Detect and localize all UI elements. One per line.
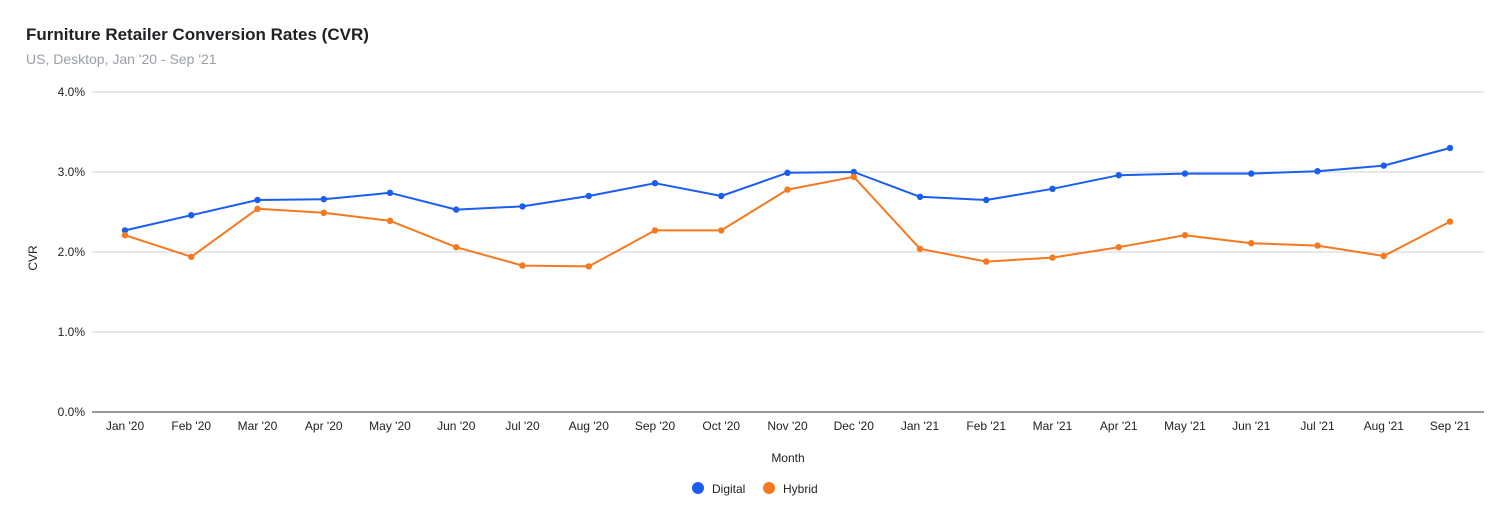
data-point-hybrid bbox=[916, 245, 924, 252]
gridlines bbox=[92, 91, 1484, 413]
x-tick-label: Feb '21 bbox=[966, 419, 1006, 433]
y-tick-label: 4.0% bbox=[58, 85, 86, 99]
x-tick-label: Aug '21 bbox=[1364, 419, 1405, 433]
data-point-hybrid bbox=[983, 258, 990, 265]
data-point-hybrid bbox=[1380, 252, 1387, 260]
data-point-hybrid bbox=[453, 244, 460, 251]
data-point-hybrid bbox=[386, 217, 394, 224]
data-point-digital bbox=[121, 227, 129, 234]
x-tick-label: Apr '20 bbox=[305, 419, 343, 433]
data-point-hybrid bbox=[254, 205, 261, 212]
y-tick-label: 2.0% bbox=[58, 245, 86, 259]
x-tick-label: Jul '20 bbox=[505, 419, 540, 433]
data-point-hybrid bbox=[651, 227, 659, 234]
data-point-hybrid bbox=[1181, 232, 1189, 239]
series-points bbox=[121, 144, 1454, 270]
x-tick-label: Jun '21 bbox=[1232, 419, 1271, 433]
x-tick-label: Apr '21 bbox=[1100, 419, 1138, 433]
x-tick-label: Jan '20 bbox=[106, 419, 145, 433]
data-point-hybrid bbox=[1446, 218, 1454, 225]
data-point-hybrid bbox=[784, 186, 791, 193]
y-tick-label: 3.0% bbox=[58, 165, 86, 179]
x-tick-label: Mar '21 bbox=[1033, 419, 1073, 433]
data-point-hybrid bbox=[718, 227, 725, 234]
x-tick-label: Jul '21 bbox=[1300, 419, 1335, 433]
x-tick-label: Aug '20 bbox=[569, 419, 610, 433]
x-tick-label: May '21 bbox=[1164, 419, 1206, 433]
data-point-digital bbox=[651, 180, 659, 187]
data-point-hybrid bbox=[121, 232, 129, 239]
legend: Digital Hybrid bbox=[692, 482, 818, 496]
x-axis-ticks: Jan '20 Feb '20 Mar '20 Apr '20 May '20 Jun '… bbox=[106, 419, 1471, 433]
data-point-digital bbox=[1248, 170, 1255, 177]
legend-label-digital: Digital bbox=[712, 482, 745, 496]
data-point-digital bbox=[453, 206, 460, 213]
x-tick-label: May '20 bbox=[369, 419, 411, 433]
x-tick-label: Nov '20 bbox=[767, 419, 808, 433]
data-point-hybrid bbox=[585, 263, 592, 270]
data-point-digital bbox=[1314, 168, 1321, 175]
y-tick-label: 0.0% bbox=[58, 405, 86, 419]
data-point-hybrid bbox=[1314, 242, 1321, 249]
chart-title: Furniture Retailer Conversion Rates (CVR… bbox=[26, 25, 369, 44]
data-point-hybrid bbox=[850, 173, 857, 180]
legend-marker-hybrid bbox=[763, 482, 775, 494]
data-point-digital bbox=[718, 192, 725, 200]
data-point-hybrid bbox=[1049, 254, 1056, 261]
data-point-hybrid bbox=[519, 262, 526, 269]
x-tick-label: Mar '20 bbox=[238, 419, 278, 433]
x-tick-label: Feb '20 bbox=[171, 419, 211, 433]
data-point-hybrid bbox=[188, 253, 195, 260]
y-axis-title: CVR bbox=[26, 245, 40, 271]
data-point-hybrid bbox=[320, 209, 327, 216]
data-point-digital bbox=[916, 193, 924, 200]
data-point-digital bbox=[850, 168, 857, 176]
data-point-hybrid bbox=[1115, 244, 1122, 251]
legend-marker-digital bbox=[692, 482, 704, 494]
data-point-digital bbox=[1380, 162, 1387, 169]
x-tick-label: Jan '21 bbox=[901, 419, 940, 433]
data-point-digital bbox=[983, 196, 990, 204]
data-point-digital bbox=[386, 189, 394, 196]
data-point-digital bbox=[188, 212, 195, 219]
data-point-digital bbox=[1049, 185, 1056, 192]
x-tick-label: Jun '20 bbox=[437, 419, 476, 433]
data-point-digital bbox=[254, 196, 261, 204]
data-point-digital bbox=[1115, 172, 1122, 179]
data-point-digital bbox=[320, 196, 327, 203]
x-axis-title: Month bbox=[771, 451, 804, 465]
x-tick-label: Dec '20 bbox=[834, 419, 875, 433]
legend-label-hybrid: Hybrid bbox=[783, 482, 818, 496]
x-tick-label: Sep '20 bbox=[635, 419, 676, 433]
y-axis-ticks: 0.0% 1.0% 2.0% 3.0% 4.0% bbox=[58, 85, 86, 419]
data-point-digital bbox=[585, 192, 592, 200]
x-tick-label: Oct '20 bbox=[702, 419, 740, 433]
data-point-digital bbox=[1181, 170, 1189, 177]
x-tick-label: Sep '21 bbox=[1430, 419, 1471, 433]
y-tick-label: 1.0% bbox=[58, 325, 86, 339]
chart-subtitle: US, Desktop, Jan '20 - Sep '21 bbox=[26, 51, 217, 67]
data-point-digital bbox=[784, 169, 791, 176]
series-lines bbox=[124, 147, 1451, 268]
data-point-digital bbox=[1446, 144, 1454, 152]
data-point-hybrid bbox=[1248, 240, 1255, 247]
data-point-digital bbox=[519, 203, 526, 210]
